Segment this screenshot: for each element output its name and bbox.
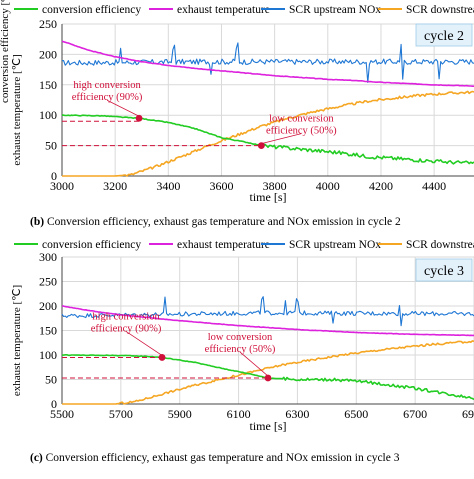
chart-svg-cycle-3: 0 50 100 150 200 250 300 5500 5700 5900 6100 6300 65… — [11, 239, 474, 464]
cycle-label: cycle 3 — [424, 264, 464, 279]
y-axis-label: exhaust temperature [℃] — [11, 285, 23, 396]
legend: conversion efficiency exhaust temperature… — [14, 4, 474, 16]
legend: conversion efficiency exhaust temperature… — [14, 239, 474, 251]
figure-caption: (b) Conversion efficiency, exhaust gas t… — [30, 216, 401, 228]
x-tick-label: 4000 — [316, 179, 340, 193]
y-tick-label: 300 — [39, 250, 57, 264]
x-axis-label: time [s] — [250, 419, 287, 433]
chart-svg-cycle-2: 0 50 100 150 200 250 3000 3200 3400 3600 3800 4000 4… — [0, 0, 474, 228]
y-tick-label: 100 — [39, 348, 57, 362]
legend-label: exhaust temperature — [177, 239, 270, 251]
y-tick-label: 50 — [45, 373, 57, 387]
cycle-label: cycle 2 — [424, 29, 464, 44]
x-tick-label: 6300 — [285, 407, 309, 421]
annotation-label: high conversion — [92, 311, 160, 322]
x-tick-label: 3200 — [103, 179, 127, 193]
y-tick-label: 150 — [39, 78, 57, 92]
x-tick-label: 6500 — [344, 407, 368, 421]
annotation-marker — [264, 374, 272, 382]
figure-caption: (c) Conversion efficiency, exhaust gas t… — [30, 452, 400, 464]
series-line-conversion-efficiency — [61, 114, 474, 165]
x-tick-label: 5700 — [109, 407, 133, 421]
x-tick-label: 3800 — [263, 179, 287, 193]
series-line-scr-upstream-nox — [61, 42, 474, 83]
legend-label: conversion efficiency — [42, 4, 141, 16]
annotation-leader-line — [106, 99, 140, 117]
annotation-leader-line — [125, 331, 163, 356]
legend-label: SCR upstream NOx — [289, 4, 381, 16]
x-tick-label: 5900 — [168, 407, 192, 421]
x-tick-label: 3000 — [50, 179, 74, 193]
annotation-label: low conversion — [208, 332, 273, 343]
caption-text: Conversion efficiency, exhaust gas tempe… — [44, 216, 401, 228]
annotation-marker — [257, 142, 265, 150]
series-line-exhaust-temperature — [61, 305, 474, 337]
y-tick-label: 50 — [45, 139, 57, 153]
annotation-label: efficiency (90%) — [91, 323, 162, 334]
caption-letter: (c) — [30, 452, 43, 464]
series-line-exhaust-temperature — [61, 40, 474, 87]
y-axis-label-secondary: conversion efficiency [%] — [0, 0, 11, 103]
legend-label: SCR downstrea — [406, 239, 474, 251]
y-tick-label: 250 — [39, 17, 57, 31]
series-line-scr-downstream-nox — [62, 340, 474, 405]
x-axis-label: time [s] — [250, 190, 287, 204]
x-tick-label: 6900 — [462, 407, 474, 421]
annotation-label: efficiency (50%) — [266, 126, 337, 137]
legend-label: conversion efficiency — [42, 239, 141, 251]
x-tick-label: 3600 — [209, 179, 233, 193]
annotation-label: low conversion — [269, 114, 334, 125]
annotation-leader-line — [261, 133, 302, 144]
chart-panel-cycle-2: 0 50 100 150 200 250 3000 3200 3400 3600 3800 4000 4… — [0, 0, 474, 237]
y-tick-label: 0 — [51, 397, 57, 411]
annotation-label: efficiency (90%) — [72, 92, 143, 103]
cycle-label-box — [415, 258, 473, 282]
x-tick-label: 3400 — [156, 179, 180, 193]
caption-text: Conversion efficiency, exhaust gas tempe… — [43, 452, 400, 464]
annotation-marker — [135, 114, 143, 122]
annotation-label: efficiency (50%) — [205, 344, 276, 355]
legend-label: exhaust temperature — [177, 4, 270, 16]
y-tick-label: 100 — [39, 108, 57, 122]
legend-label: SCR downstream NOx — [406, 4, 474, 16]
x-tick-label: 4200 — [369, 179, 393, 193]
y-tick-label: 200 — [39, 299, 57, 313]
y-tick-label: 200 — [39, 47, 57, 61]
annotation-label: high conversion — [73, 80, 141, 91]
y-tick-label: 250 — [39, 275, 57, 289]
series-line-scr-downstream-nox — [62, 90, 474, 177]
x-tick-label: 6100 — [227, 407, 251, 421]
annotation-leader-line — [239, 351, 269, 377]
y-tick-label: 0 — [51, 169, 57, 183]
annotation-marker — [158, 354, 166, 361]
x-tick-label: 5500 — [50, 407, 74, 421]
x-tick-label: 6700 — [403, 407, 427, 421]
legend-label: SCR upstream NOx — [289, 239, 381, 251]
y-tick-label: 150 — [39, 324, 57, 338]
y-axis-label: exhaust temperature [℃] — [11, 54, 23, 165]
cycle-label-box — [415, 23, 473, 47]
caption-letter: (b) — [30, 216, 44, 228]
x-tick-label: 4400 — [422, 179, 446, 193]
chart-panel-cycle-3: 0 50 100 150 200 250 300 5500 5700 5900 6100 6300 65… — [0, 237, 474, 474]
